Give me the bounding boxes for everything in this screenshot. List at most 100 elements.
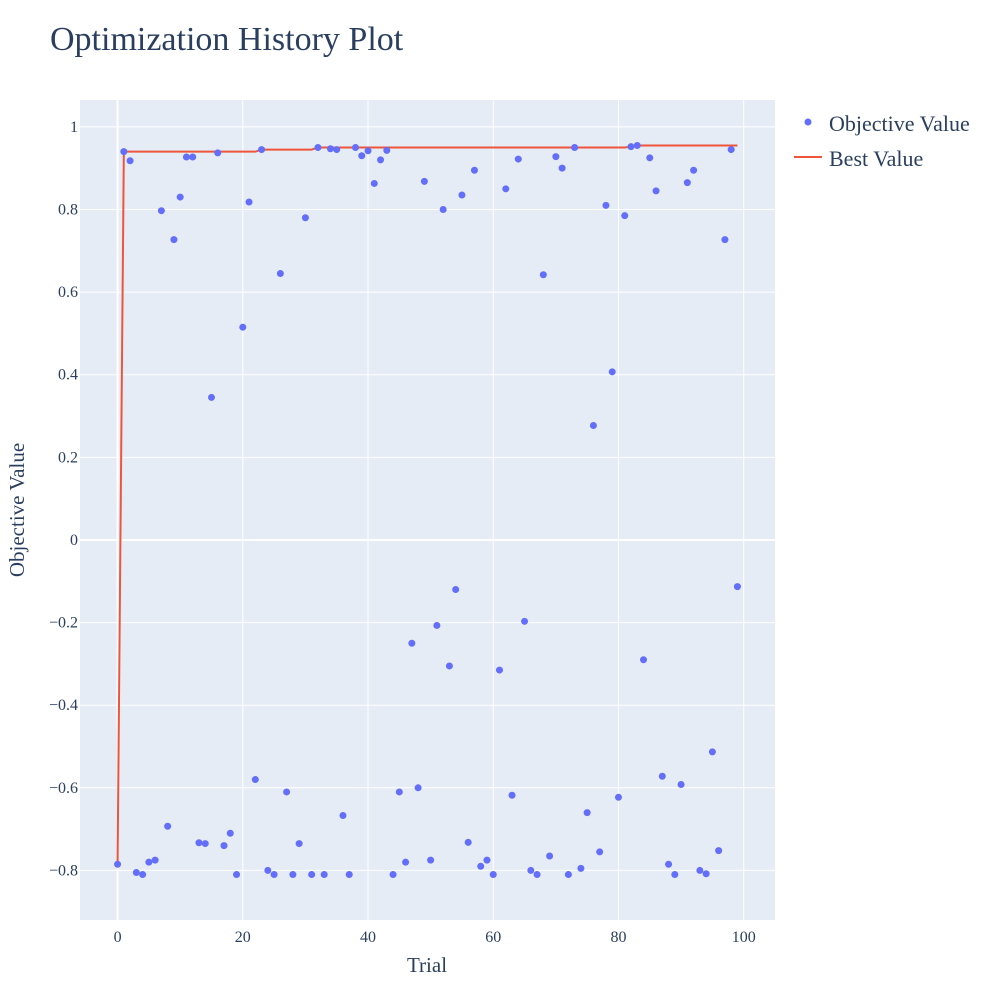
objective-value-point[interactable] [120, 148, 128, 156]
objective-value-point[interactable] [383, 146, 391, 154]
objective-value-point[interactable] [139, 871, 147, 879]
objective-value-point[interactable] [276, 270, 284, 277]
objective-value-point[interactable] [164, 822, 172, 830]
objective-value-point[interactable] [433, 621, 441, 629]
objective-value-point[interactable] [157, 207, 165, 215]
objective-value-point[interactable] [658, 772, 666, 780]
objective-value-point[interactable] [301, 214, 309, 222]
objective-value-point[interactable] [170, 236, 178, 244]
objective-value-point[interactable] [546, 852, 554, 860]
objective-value-point[interactable] [602, 201, 610, 209]
objective-value-point[interactable] [483, 856, 491, 864]
objective-value-point[interactable] [514, 155, 522, 163]
objective-value-point[interactable] [239, 323, 247, 331]
objective-value-point[interactable] [733, 583, 741, 591]
objective-value-point[interactable] [539, 271, 547, 279]
objective-value-point[interactable] [652, 187, 660, 195]
objective-value-point[interactable] [665, 860, 673, 868]
objective-value-point[interactable] [233, 871, 241, 879]
objective-value-point[interactable] [721, 236, 729, 244]
objective-value-point[interactable] [370, 179, 378, 187]
objective-value-point[interactable] [408, 639, 416, 647]
legend-item-objective-value[interactable]: Objective Value [804, 111, 970, 136]
objective-value-point[interactable] [589, 422, 597, 430]
objective-value-point[interactable] [201, 840, 209, 848]
objective-value-point[interactable] [358, 152, 366, 160]
objective-value-point[interactable] [132, 868, 140, 876]
objective-value-point[interactable] [633, 141, 641, 149]
objective-value-point[interactable] [320, 871, 328, 879]
objective-value-point[interactable] [377, 156, 385, 164]
legend-item-best-value[interactable]: Best Value [794, 146, 923, 171]
objective-value-point[interactable] [564, 871, 572, 879]
objective-value-point[interactable] [577, 864, 585, 872]
objective-value-point[interactable] [283, 788, 291, 796]
objective-value-point[interactable] [295, 840, 303, 848]
objective-value-point[interactable] [502, 185, 510, 193]
objective-value-point[interactable] [220, 842, 228, 850]
objective-value-point[interactable] [345, 871, 353, 879]
objective-value-point[interactable] [533, 871, 541, 879]
objective-value-point[interactable] [458, 191, 466, 199]
objective-value-point[interactable] [114, 860, 122, 868]
objective-value-point[interactable] [477, 862, 485, 870]
objective-value-point[interactable] [245, 198, 253, 206]
objective-value-point[interactable] [427, 856, 435, 864]
objective-value-point[interactable] [445, 662, 453, 670]
objective-value-point[interactable] [195, 839, 203, 847]
objective-value-point[interactable] [264, 866, 272, 874]
objective-value-point[interactable] [270, 871, 278, 879]
objective-value-point[interactable] [677, 781, 685, 788]
objective-value-point[interactable] [702, 870, 710, 878]
objective-value-point[interactable] [258, 146, 266, 154]
objective-value-point[interactable] [452, 586, 460, 594]
legend[interactable]: Objective Value Best Value [794, 111, 970, 171]
objective-value-point[interactable] [596, 848, 604, 856]
objective-value-point[interactable] [207, 393, 215, 401]
objective-value-point[interactable] [145, 858, 153, 866]
objective-value-point[interactable] [126, 157, 134, 165]
objective-value-point[interactable] [395, 788, 403, 796]
objective-value-point[interactable] [182, 153, 190, 161]
objective-value-point[interactable] [552, 153, 560, 161]
objective-value-point[interactable] [715, 847, 723, 855]
objective-value-point[interactable] [151, 856, 159, 864]
objective-value-point[interactable] [364, 147, 372, 155]
objective-value-point[interactable] [621, 212, 629, 220]
objective-value-point[interactable] [527, 866, 535, 874]
objective-value-point[interactable] [521, 617, 529, 625]
objective-value-point[interactable] [690, 166, 698, 174]
objective-value-point[interactable] [414, 784, 422, 792]
objective-value-point[interactable] [608, 368, 616, 376]
objective-value-point[interactable] [627, 143, 635, 151]
objective-value-point[interactable] [671, 871, 679, 879]
objective-value-point[interactable] [308, 871, 316, 879]
objective-value-point[interactable] [339, 811, 347, 819]
objective-value-point[interactable] [333, 146, 341, 154]
objective-value-point[interactable] [189, 153, 197, 161]
objective-value-point[interactable] [314, 144, 322, 152]
objective-value-point[interactable] [420, 177, 428, 185]
objective-value-point[interactable] [708, 748, 716, 756]
objective-value-point[interactable] [489, 871, 497, 879]
objective-value-point[interactable] [508, 791, 516, 799]
objective-value-point[interactable] [470, 166, 478, 174]
objective-value-point[interactable] [464, 838, 472, 846]
objective-value-point[interactable] [571, 144, 579, 152]
objective-value-point[interactable] [402, 858, 410, 866]
objective-value-point[interactable] [496, 666, 503, 674]
objective-value-point[interactable] [583, 809, 591, 817]
objective-value-point[interactable] [226, 829, 234, 837]
objective-value-point[interactable] [558, 164, 566, 172]
objective-value-point[interactable] [614, 793, 622, 801]
objective-value-point[interactable] [696, 866, 704, 874]
objective-value-point[interactable] [326, 145, 334, 153]
objective-value-point[interactable] [289, 871, 297, 879]
objective-value-point[interactable] [646, 154, 654, 162]
objective-value-point[interactable] [176, 193, 184, 201]
objective-value-point[interactable] [251, 776, 259, 784]
objective-value-point[interactable] [727, 146, 735, 154]
objective-value-point[interactable] [683, 179, 691, 187]
objective-value-point[interactable] [640, 656, 648, 664]
objective-value-point[interactable] [352, 144, 359, 152]
